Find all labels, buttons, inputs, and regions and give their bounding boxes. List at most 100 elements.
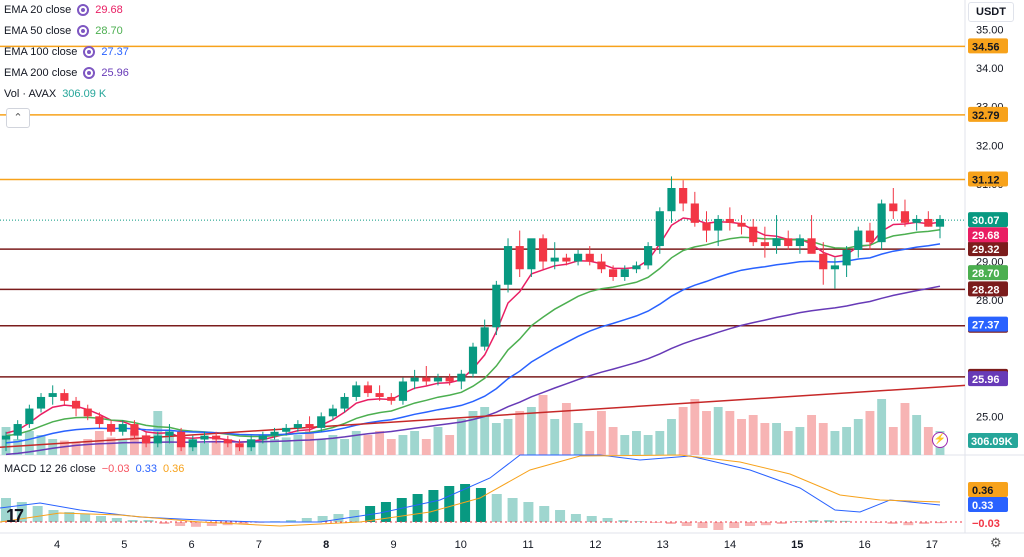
indicator-badge: 27.37 bbox=[972, 320, 1000, 332]
candle-body bbox=[760, 242, 769, 247]
candle-body bbox=[632, 265, 641, 270]
price-line-badge-bg bbox=[968, 281, 1008, 297]
candle-body bbox=[153, 435, 162, 444]
volume-bar bbox=[445, 435, 455, 455]
time-tick-label: 12 bbox=[589, 539, 601, 551]
volume-bar bbox=[305, 431, 314, 455]
volume-bar bbox=[702, 411, 711, 455]
volume-bar bbox=[818, 423, 828, 455]
settings-icon[interactable] bbox=[77, 25, 90, 37]
volume-bar bbox=[59, 440, 69, 455]
volume-bar bbox=[865, 411, 875, 455]
candle-body bbox=[573, 253, 583, 262]
macd-histogram-bar bbox=[570, 514, 581, 522]
candle-body bbox=[842, 249, 851, 266]
currency-selector[interactable]: USDT bbox=[968, 2, 1014, 22]
candle-body bbox=[772, 238, 781, 247]
volume-bar bbox=[281, 437, 291, 455]
volume-bar bbox=[643, 435, 653, 455]
macd-histogram-bar bbox=[903, 522, 914, 526]
volume-bar bbox=[503, 419, 513, 455]
candle-body bbox=[165, 431, 174, 436]
volume-bar bbox=[877, 399, 887, 455]
macd-histogram-bar bbox=[238, 522, 249, 524]
settings-icon[interactable] bbox=[83, 46, 96, 58]
candle-body bbox=[83, 408, 92, 417]
time-tick-label: 4 bbox=[54, 539, 60, 551]
volume-bar bbox=[888, 427, 898, 455]
macd-badge: 0.36 bbox=[972, 485, 993, 497]
candle-body bbox=[95, 416, 104, 425]
volume-bar bbox=[258, 435, 268, 455]
time-tick-label: 14 bbox=[724, 539, 736, 551]
legend-volume[interactable]: Vol · AVAX 306.09 K bbox=[4, 88, 106, 100]
ema-line bbox=[5, 229, 941, 438]
settings-icon[interactable] bbox=[83, 67, 96, 79]
candle-body bbox=[912, 218, 921, 223]
indicator-badge-bg bbox=[968, 371, 1008, 387]
price-line-badge: 28.28 bbox=[972, 284, 1000, 296]
legend-ema50[interactable]: EMA 50 close 28.70 bbox=[4, 25, 123, 37]
volume-bar bbox=[118, 439, 128, 455]
macd-histogram-bar bbox=[460, 484, 471, 522]
price-line-badge: 32.79 bbox=[972, 110, 1000, 122]
macd-histogram-bar bbox=[190, 522, 201, 527]
macd-histogram-bar bbox=[317, 516, 328, 522]
candle-body bbox=[223, 439, 232, 444]
macd-histogram-bar bbox=[745, 522, 756, 526]
macd-histogram-bar bbox=[1, 498, 11, 522]
candle-body bbox=[924, 218, 933, 227]
candle-body bbox=[48, 393, 57, 397]
tradingview-logo[interactable]: 17 bbox=[6, 506, 24, 526]
macd-histogram-bar bbox=[349, 510, 360, 522]
candle-body bbox=[679, 188, 688, 204]
legend-ema100[interactable]: EMA 100 close 27.37 bbox=[4, 46, 129, 58]
candle-body bbox=[597, 261, 606, 270]
candle-body bbox=[258, 435, 267, 440]
legend-macd[interactable]: MACD 12 26 close −0.03 0.33 0.36 bbox=[4, 463, 184, 475]
candle-body bbox=[527, 238, 536, 270]
time-tick-label: 11 bbox=[522, 539, 533, 551]
candle-body bbox=[352, 385, 361, 397]
lightning-icon[interactable]: ⚡ bbox=[932, 432, 948, 448]
volume-bar bbox=[760, 423, 770, 455]
volume-bar bbox=[13, 439, 23, 455]
candle-body bbox=[13, 424, 22, 436]
time-tick-label: 5 bbox=[121, 539, 127, 551]
gear-icon[interactable]: ⚙ bbox=[990, 535, 1002, 550]
macd-badge-bg bbox=[968, 515, 1008, 530]
legend-ema20[interactable]: EMA 20 close 29.68 bbox=[4, 4, 123, 16]
macd-value: 0.33 bbox=[135, 463, 157, 475]
indicator-badge: 30.07 bbox=[972, 215, 1000, 227]
macd-signal-line bbox=[0, 454, 941, 527]
legend-ema200[interactable]: EMA 200 close 25.96 bbox=[4, 67, 129, 79]
settings-icon[interactable] bbox=[77, 4, 90, 16]
ema100-label: EMA 100 close bbox=[4, 46, 78, 58]
collapse-legend-button[interactable]: ⌃ bbox=[6, 108, 30, 128]
macd-histogram-bar bbox=[95, 516, 106, 522]
volume-bar bbox=[608, 427, 618, 455]
volume-bar bbox=[340, 439, 350, 455]
candle-body bbox=[36, 396, 46, 409]
macd-histogram-bar bbox=[428, 490, 439, 522]
volume-bar bbox=[211, 440, 221, 455]
macd-histogram-bar bbox=[697, 522, 708, 528]
macd-histogram-bar bbox=[555, 510, 566, 522]
volume-bar bbox=[830, 431, 840, 455]
indicator-badge-bg bbox=[968, 227, 1008, 243]
ema20-value: 29.68 bbox=[95, 4, 123, 16]
ema50-value: 28.70 bbox=[95, 25, 123, 37]
indicator-badge: 29.68 bbox=[972, 230, 1000, 242]
volume-bar bbox=[398, 435, 408, 455]
volume-bar bbox=[690, 399, 700, 455]
candle-body bbox=[457, 373, 466, 382]
candle-body bbox=[387, 396, 396, 401]
volume-bar bbox=[585, 431, 595, 455]
time-tick-label: 16 bbox=[858, 539, 870, 551]
candle-body bbox=[737, 222, 746, 227]
macd-signal-value: 0.36 bbox=[162, 463, 185, 475]
candle-body bbox=[118, 424, 127, 432]
time-tick-label: 17 bbox=[926, 539, 938, 551]
